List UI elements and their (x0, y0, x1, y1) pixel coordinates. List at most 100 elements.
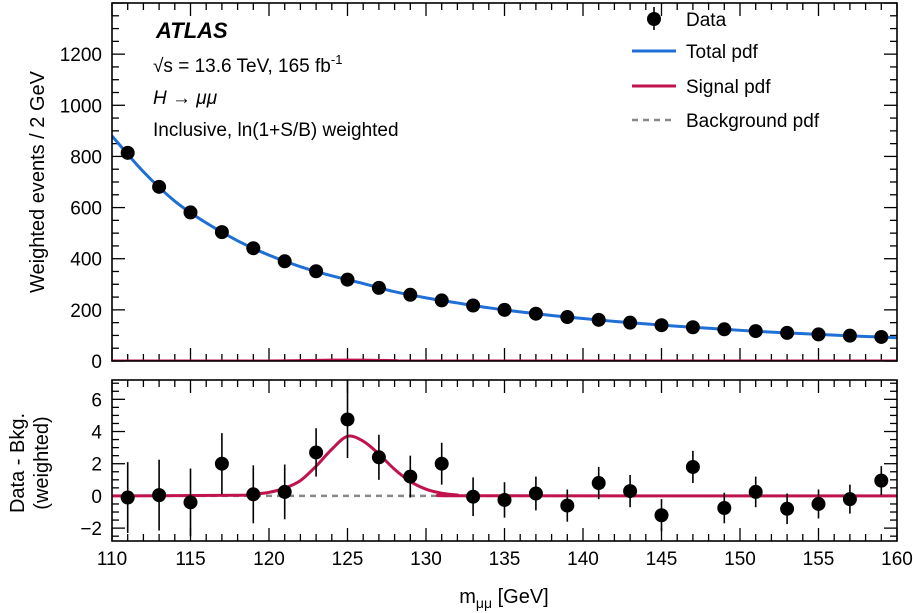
x-tick-label: 115 (175, 549, 205, 570)
ratio-data-point (120, 490, 135, 505)
ratio-data-point (811, 496, 826, 511)
energy-lumi-label: √s = 13.6 TeV, 165 fb-1 (153, 52, 342, 77)
legend-total-pdf-label: Total pdf (686, 42, 759, 63)
ratio-data-point (152, 488, 167, 503)
main-data-point (623, 315, 638, 330)
ratio-y-tick-label: 0 (91, 487, 102, 508)
ratio-signal-pdf-curve (112, 434, 897, 498)
x-tick-label: 120 (253, 549, 285, 570)
legend: Data Total pdf Signal pdf Background pdf (632, 7, 820, 132)
main-data-point (560, 310, 575, 325)
main-data-point (309, 264, 324, 279)
x-tick-label: 160 (881, 549, 913, 570)
x-tick-labels: 110 115 120 125 130 135 140 145 150 155 160 (97, 549, 913, 570)
ratio-data-points (120, 380, 889, 537)
main-y-tick-label: 1000 (60, 96, 102, 117)
ratio-data-point (183, 495, 198, 510)
main-data-point (685, 320, 700, 335)
ratio-data-point (623, 484, 638, 499)
ratio-data-point (842, 492, 857, 507)
ratio-y-tick-label: 4 (91, 423, 102, 444)
ratio-y-tick-label: 6 (91, 390, 102, 411)
ratio-data-point (403, 469, 418, 484)
x-axis-title: mμμ [GeV] (459, 586, 549, 611)
x-tick-label: 145 (646, 549, 678, 570)
ratio-data-point (277, 484, 292, 499)
legend-background-pdf-label: Background pdf (686, 111, 820, 132)
main-y-tick-labels: 0 200 400 600 800 1000 1200 (60, 45, 102, 373)
ratio-data-point (654, 508, 669, 523)
ratio-data-point (591, 476, 606, 491)
ratio-data-point (371, 450, 386, 465)
category-label: Inclusive, ln(1+S/B) weighted (153, 120, 399, 141)
legend-entry-total-pdf: Total pdf (632, 42, 759, 63)
main-data-point (434, 293, 449, 308)
main-data-point (340, 272, 355, 287)
main-data-point (717, 322, 732, 337)
main-data-point (654, 318, 669, 333)
ratio-data-point (560, 498, 575, 513)
main-data-point (874, 329, 889, 344)
x-tick-label: 130 (410, 549, 442, 570)
main-frame (111, 2, 898, 362)
ratio-panel: −2 0 2 4 6 110 115 120 125 130 135 140 145 150 155 160… (7, 379, 913, 611)
main-y-tick-label: 200 (70, 301, 102, 322)
main-data-point (277, 254, 292, 269)
main-data-point (371, 280, 386, 295)
legend-signal-pdf-label: Signal pdf (686, 77, 771, 98)
main-data-point (748, 324, 763, 339)
ratio-data-point (246, 487, 261, 502)
ratio-y-axis-title-2: (weighted) (31, 416, 53, 509)
main-y-axis-title: Weighted events / 2 GeV (27, 70, 49, 293)
legend-entry-data: Data (647, 7, 727, 31)
ratio-y-tick-label: −2 (80, 519, 102, 540)
legend-data-label: Data (686, 10, 727, 31)
main-data-point (403, 287, 418, 302)
main-panel: 0 200 400 600 800 1000 1200 Weighted events / … (27, 2, 898, 373)
main-y-tick-label: 800 (70, 147, 102, 168)
main-data-point (591, 312, 606, 327)
legend-entry-signal-pdf: Signal pdf (632, 77, 771, 98)
main-data-point (780, 325, 795, 340)
ratio-data-point (340, 412, 355, 427)
main-y-tick-label: 0 (91, 352, 102, 373)
energy-lumi-sup: -1 (331, 52, 343, 67)
x-axis-title-unit: [GeV] (492, 586, 549, 608)
ratio-data-point (497, 492, 512, 507)
ratio-data-point (214, 456, 229, 471)
ratio-y-tick-label: 2 (91, 455, 102, 476)
ratio-data-point (434, 456, 449, 471)
ratio-data-point (748, 484, 763, 499)
energy-lumi-text: √s = 13.6 TeV, 165 fb (153, 56, 331, 77)
ratio-y-axis-title: Data - Bkg. (7, 413, 29, 513)
main-data-point (811, 327, 826, 342)
main-data-point (246, 241, 261, 256)
ratio-data-point (780, 501, 795, 516)
ratio-curves (112, 434, 897, 498)
x-tick-label: 155 (803, 549, 835, 570)
main-data-point (466, 298, 481, 313)
ratio-y-tick-labels: −2 0 2 4 6 (80, 390, 102, 540)
main-data-point (497, 302, 512, 317)
x-axis-title-main: m (459, 586, 476, 608)
main-y-tick-label: 1200 (60, 45, 102, 66)
ratio-data-point (466, 489, 481, 504)
legend-data-marker (647, 12, 661, 26)
main-data-point (152, 179, 167, 194)
atlas-label: ATLAS (155, 18, 228, 43)
main-data-point (120, 145, 135, 160)
ratio-data-point (874, 473, 889, 488)
x-tick-label: 140 (567, 549, 599, 570)
main-y-tick-label: 600 (70, 199, 102, 220)
ratio-data-point (685, 459, 700, 474)
main-data-point (842, 328, 857, 343)
main-data-point (528, 306, 543, 321)
main-y-tick-label: 400 (70, 250, 102, 271)
x-tick-label: 125 (332, 549, 364, 570)
main-curves (112, 134, 897, 361)
ratio-frame (111, 379, 898, 542)
main-data-point (214, 225, 229, 240)
legend-entry-background-pdf: Background pdf (632, 111, 820, 132)
main-data-points (120, 145, 889, 344)
